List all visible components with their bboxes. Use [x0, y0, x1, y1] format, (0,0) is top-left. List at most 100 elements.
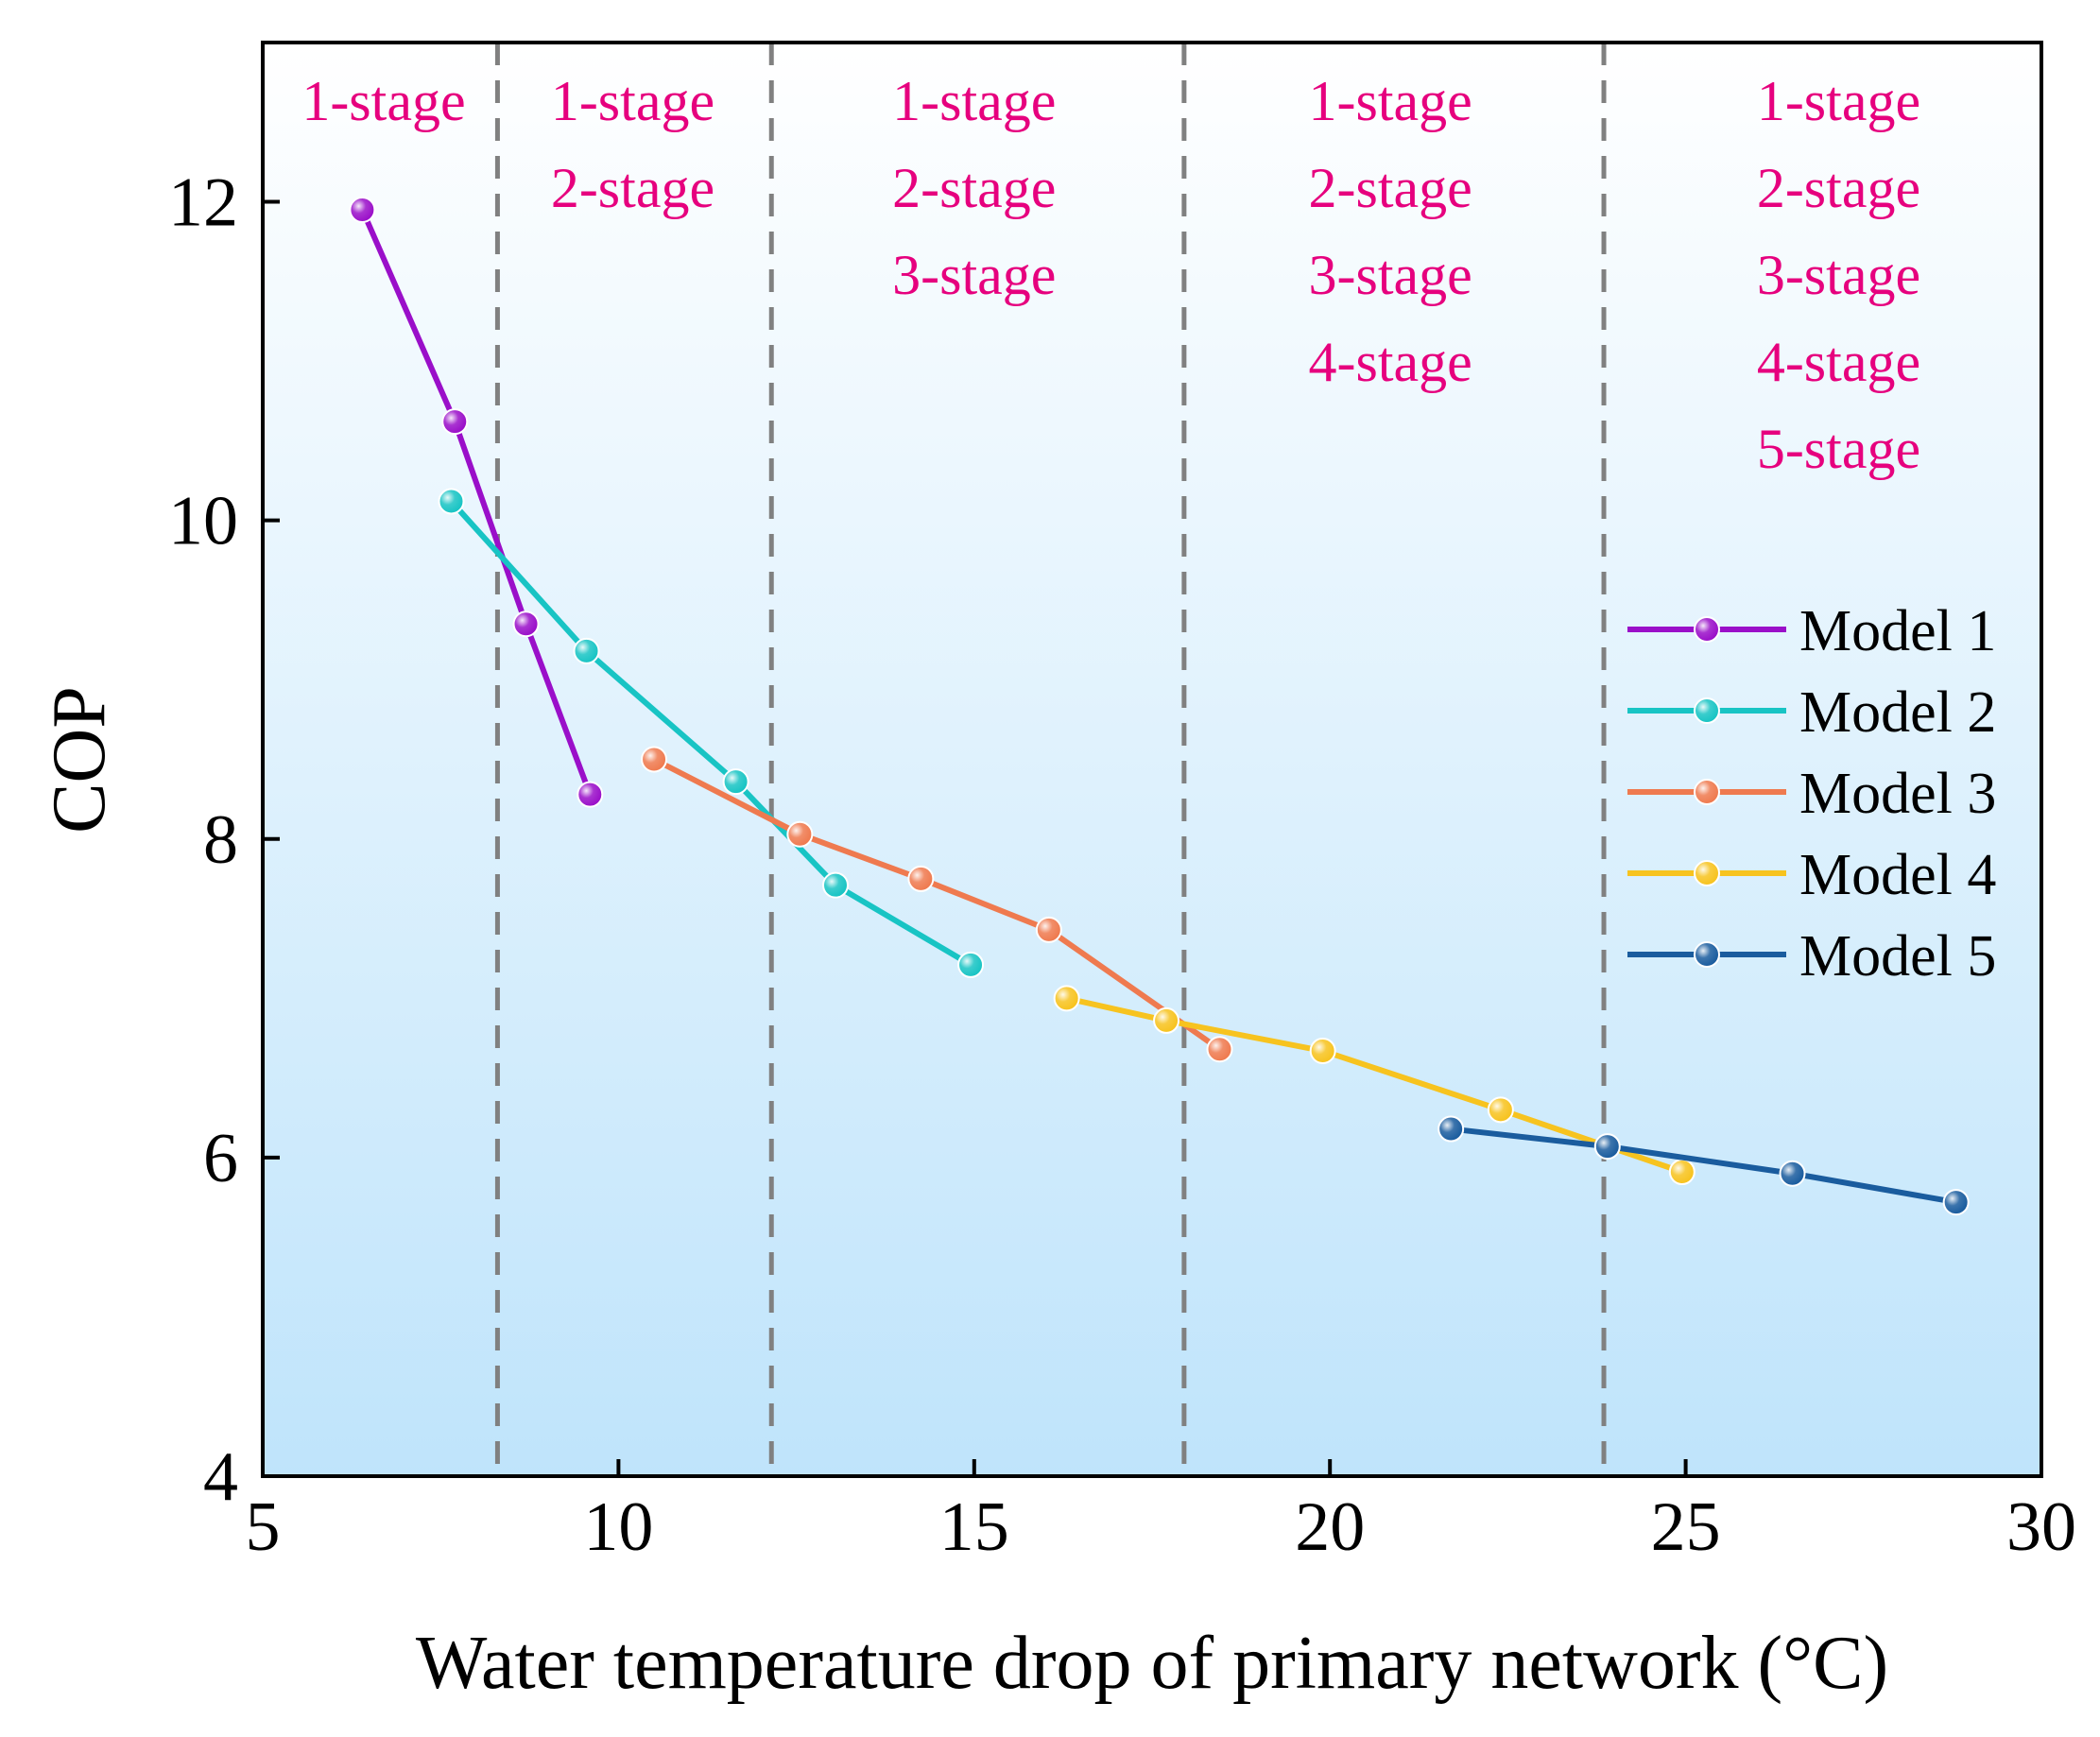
legend-marker — [1694, 779, 1720, 805]
marker-highlight — [1207, 1037, 1232, 1062]
zone-4-1-stage: 1-stage — [1309, 70, 1472, 132]
zone-5-5-stage: 5-stage — [1757, 418, 1920, 480]
marker-highlight — [513, 611, 539, 637]
data-point-1 — [349, 196, 376, 223]
zone-5-1-stage: 1-stage — [1757, 70, 1920, 132]
marker-highlight — [574, 638, 599, 663]
x-tick-label: 10 — [583, 1488, 653, 1566]
data-point-3 — [1779, 1160, 1806, 1187]
data-point-1 — [1437, 1115, 1465, 1143]
marker-highlight — [1695, 780, 1719, 804]
marker-highlight — [1310, 1038, 1335, 1063]
marker-highlight — [823, 872, 849, 898]
legend-item-model-2: Model 2 — [1627, 680, 1996, 745]
legend-item-model-4: Model 4 — [1627, 843, 1996, 907]
data-point-2 — [1153, 1006, 1180, 1034]
zone-3-3-stage: 3-stage — [892, 244, 1056, 306]
x-tick-label: 5 — [246, 1488, 281, 1566]
data-point-1 — [1053, 985, 1080, 1012]
marker-highlight — [1695, 698, 1719, 723]
zone-2-2-stage: 2-stage — [551, 157, 714, 219]
zone-3-1-stage: 1-stage — [892, 70, 1056, 132]
marker-highlight — [787, 821, 813, 847]
zone-3-2-stage: 2-stage — [892, 157, 1056, 219]
data-point-4 — [1942, 1189, 1970, 1216]
zone-4-4-stage: 4-stage — [1309, 331, 1472, 393]
series-model-2 — [438, 488, 985, 978]
legend-marker — [1694, 697, 1720, 724]
data-point-3 — [1309, 1037, 1336, 1064]
series-line — [1450, 1126, 1957, 1206]
data-point-2 — [441, 408, 469, 436]
legend-label: Model 4 — [1799, 843, 1996, 907]
legend-label: Model 2 — [1799, 680, 1996, 745]
data-point-4 — [822, 871, 850, 899]
legend-marker — [1694, 941, 1720, 968]
marker-highlight — [1488, 1097, 1513, 1123]
marker-highlight — [1695, 942, 1719, 967]
y-tick-label: 8 — [203, 801, 238, 879]
data-point-1 — [641, 746, 668, 773]
data-point-2 — [786, 820, 814, 848]
data-point-2 — [1593, 1133, 1621, 1161]
series-line — [359, 208, 594, 796]
y-tick-label: 4 — [203, 1438, 238, 1516]
data-point-4 — [577, 781, 604, 808]
marker-highlight — [1669, 1160, 1695, 1185]
marker-highlight — [350, 197, 375, 222]
legend-item-model-5: Model 5 — [1627, 924, 1996, 989]
data-point-5 — [1668, 1159, 1695, 1186]
zone-5-4-stage: 4-stage — [1757, 331, 1920, 393]
zone-2-1-stage: 1-stage — [551, 70, 714, 132]
marker-highlight — [439, 489, 464, 514]
zone-5-2-stage: 2-stage — [1757, 157, 1920, 219]
marker-highlight — [1594, 1134, 1620, 1160]
zone-5-3-stage: 3-stage — [1757, 244, 1920, 306]
series-model-1 — [349, 196, 604, 808]
legend-item-model-3: Model 3 — [1627, 762, 1996, 826]
marker-highlight — [723, 769, 749, 795]
marker-highlight — [958, 952, 984, 977]
x-tick-label: 30 — [2006, 1488, 2076, 1566]
marker-highlight — [908, 866, 934, 891]
y-axis-title: COP — [38, 686, 121, 834]
zone-1-1-stage: 1-stage — [301, 70, 465, 132]
marker-highlight — [577, 782, 603, 807]
marker-highlight — [642, 747, 667, 772]
plot-frame — [261, 41, 2043, 1478]
data-point-3 — [722, 768, 749, 796]
marker-highlight — [1438, 1116, 1464, 1142]
x-tick-label: 20 — [1295, 1488, 1365, 1566]
data-point-3 — [907, 865, 935, 892]
legend-label: Model 3 — [1799, 762, 1996, 826]
legend-marker — [1694, 616, 1720, 643]
y-tick-label: 12 — [168, 164, 238, 242]
marker-highlight — [1036, 917, 1061, 942]
data-point-1 — [438, 488, 465, 515]
data-point-5 — [957, 951, 985, 978]
legend-label: Model 5 — [1799, 924, 1996, 989]
x-tick-label: 25 — [1651, 1488, 1721, 1566]
marker-highlight — [1154, 1007, 1179, 1033]
marker-highlight — [1780, 1161, 1805, 1186]
legend-item-model-1: Model 1 — [1627, 599, 1996, 663]
marker-highlight — [1695, 617, 1719, 642]
data-point-4 — [1035, 916, 1062, 943]
marker-highlight — [1054, 986, 1079, 1011]
marker-highlight — [1943, 1190, 1969, 1215]
data-point-4 — [1487, 1096, 1514, 1124]
marker-highlight — [442, 409, 468, 435]
y-tick-label: 10 — [168, 483, 238, 560]
x-axis-title: Water temperature drop of primary networ… — [416, 1622, 1888, 1705]
marker-highlight — [1695, 861, 1719, 886]
data-point-2 — [573, 637, 600, 664]
legend-marker — [1694, 860, 1720, 886]
data-point-5 — [1206, 1036, 1233, 1063]
series-model-5 — [1437, 1115, 1970, 1216]
legend-label: Model 1 — [1799, 599, 1996, 663]
series-model-3 — [641, 746, 1233, 1063]
zone-4-3-stage: 3-stage — [1309, 244, 1472, 306]
y-tick-label: 6 — [203, 1120, 238, 1197]
